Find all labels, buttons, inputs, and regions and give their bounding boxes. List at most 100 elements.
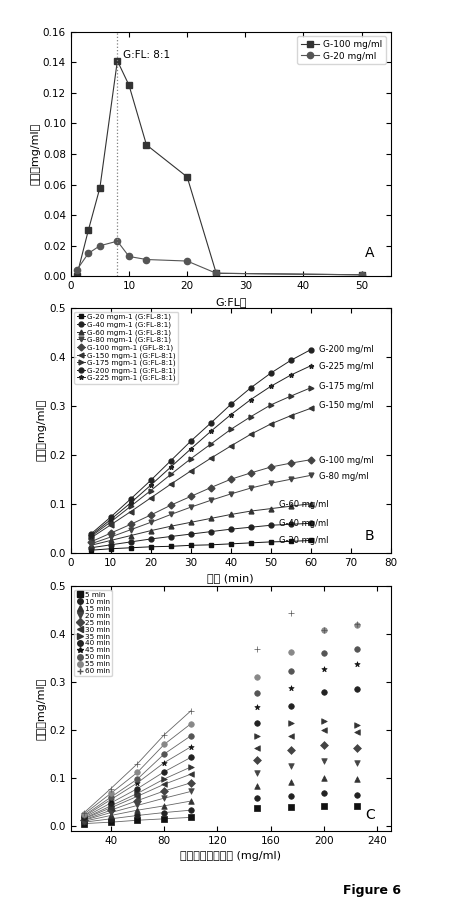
Point — [80, 814, 88, 829]
Point — [320, 623, 328, 638]
G-100 mg/ml — [115, 55, 120, 66]
Text: C: C — [365, 807, 375, 822]
G-150 mgm-1 (G:FL-8:1) — [188, 466, 194, 477]
Point — [254, 779, 261, 794]
Point — [134, 808, 141, 823]
Point — [320, 786, 328, 801]
G-60 mgm-1 (G:FL-8:1) — [168, 521, 174, 532]
Point — [187, 794, 195, 808]
Point — [80, 810, 88, 824]
Point — [160, 728, 168, 742]
Line: G-20 mgm-1 (G:FL-8:1): G-20 mgm-1 (G:FL-8:1) — [88, 538, 313, 553]
Point — [134, 789, 141, 804]
Point — [80, 809, 88, 824]
G-40 mgm-1 (G:FL-8:1) — [168, 531, 174, 542]
Point — [107, 790, 114, 805]
G-150 mgm-1 (G:FL-8:1) — [308, 403, 314, 414]
Point — [354, 641, 361, 656]
Point — [287, 680, 294, 695]
G-100 mg/ml — [126, 80, 132, 91]
G-20 mgm-1 (G:FL-8:1) — [248, 537, 254, 548]
G-225 mgm-1 (G:FL-8:1) — [188, 444, 194, 455]
X-axis label: 時間 (min): 時間 (min) — [207, 573, 254, 583]
Point — [160, 784, 168, 798]
Text: G-60 mg/ml: G-60 mg/ml — [279, 500, 329, 509]
G-100 mg/ml — [74, 271, 80, 282]
Point — [354, 682, 361, 697]
Point — [254, 791, 261, 805]
Point — [254, 753, 261, 767]
Text: G-225 mg/ml: G-225 mg/ml — [319, 362, 373, 371]
Point — [287, 699, 294, 713]
Point — [107, 805, 114, 820]
G-20 mgm-1 (G:FL-8:1) — [128, 543, 133, 554]
G-100 mg/ml — [213, 268, 219, 279]
Point — [80, 811, 88, 825]
G-20 mgm-1 (G:FL-8:1) — [168, 541, 174, 552]
G-100 mgm-1 (GFL-8:1) — [168, 500, 174, 511]
Point — [187, 760, 195, 775]
Legend: G-20 mgm-1 (G:FL-8:1), G-40 mgm-1 (G:FL-8:1), G-60 mgm-1 (G:FL-8:1), G-80 mgm-1 : G-20 mgm-1 (G:FL-8:1), G-40 mgm-1 (G:FL-… — [74, 312, 178, 383]
Point — [107, 814, 114, 829]
Point — [107, 812, 114, 826]
Point — [160, 777, 168, 792]
Point — [320, 684, 328, 699]
G-60 mgm-1 (G:FL-8:1) — [108, 535, 113, 545]
Point — [134, 757, 141, 771]
Line: G-150 mgm-1 (G:FL-8:1): G-150 mgm-1 (G:FL-8:1) — [88, 406, 313, 540]
Text: G-20 mg/ml: G-20 mg/ml — [279, 536, 328, 545]
G-20 mg/ml — [359, 269, 364, 280]
G-40 mgm-1 (G:FL-8:1) — [248, 522, 254, 533]
G-80 mgm-1 (G:FL-8:1) — [268, 477, 273, 488]
G-60 mgm-1 (G:FL-8:1) — [208, 513, 213, 524]
G-175 mgm-1 (G:FL-8:1) — [148, 485, 154, 496]
Point — [80, 816, 88, 831]
Point — [254, 801, 261, 815]
Point — [107, 786, 114, 801]
G-100 mgm-1 (GFL-8:1) — [308, 454, 314, 465]
Point — [187, 803, 195, 817]
Point — [254, 699, 261, 714]
Text: G-200 mg/ml: G-200 mg/ml — [319, 345, 373, 354]
Point — [134, 786, 141, 801]
Text: G-175 mg/ml: G-175 mg/ml — [319, 381, 374, 390]
Point — [160, 791, 168, 805]
G-225 mgm-1 (G:FL-8:1) — [288, 370, 293, 381]
G-20 mg/ml — [115, 236, 120, 246]
Point — [287, 728, 294, 743]
G-80 mgm-1 (G:FL-8:1) — [148, 517, 154, 528]
Point — [134, 765, 141, 779]
Line: G-60 mgm-1 (G:FL-8:1): G-60 mgm-1 (G:FL-8:1) — [88, 501, 313, 548]
Legend: G-100 mg/ml, G-20 mg/ml: G-100 mg/ml, G-20 mg/ml — [297, 36, 386, 64]
Point — [287, 743, 294, 757]
G-225 mgm-1 (G:FL-8:1) — [208, 426, 213, 437]
G-20 mgm-1 (G:FL-8:1) — [288, 536, 293, 547]
G-100 mgm-1 (GFL-8:1) — [208, 482, 213, 493]
Point — [160, 812, 168, 826]
G-40 mgm-1 (G:FL-8:1) — [288, 519, 293, 530]
Line: G-40 mgm-1 (G:FL-8:1): G-40 mgm-1 (G:FL-8:1) — [88, 521, 313, 550]
G-100 mgm-1 (GFL-8:1) — [228, 474, 234, 485]
G-150 mgm-1 (G:FL-8:1) — [208, 453, 213, 464]
G-20 mgm-1 (G:FL-8:1) — [208, 539, 213, 550]
Point — [354, 617, 361, 631]
Text: G-40 mg/ml: G-40 mg/ml — [279, 519, 328, 528]
G-150 mgm-1 (G:FL-8:1) — [168, 478, 174, 489]
G-40 mgm-1 (G:FL-8:1) — [188, 528, 194, 539]
G-60 mgm-1 (G:FL-8:1) — [148, 525, 154, 536]
Point — [254, 740, 261, 755]
G-175 mgm-1 (G:FL-8:1) — [168, 469, 174, 480]
G-225 mgm-1 (G:FL-8:1) — [108, 514, 113, 525]
Point — [134, 813, 141, 827]
G-20 mgm-1 (G:FL-8:1) — [188, 540, 194, 551]
Point — [354, 787, 361, 802]
G-40 mgm-1 (G:FL-8:1) — [88, 543, 94, 554]
Text: G:FL: 8:1: G:FL: 8:1 — [123, 50, 170, 60]
G-100 mg/ml — [185, 171, 190, 182]
G-100 mgm-1 (GFL-8:1) — [188, 491, 194, 502]
G-60 mgm-1 (G:FL-8:1) — [248, 506, 254, 516]
G-200 mgm-1 (G:FL-8:1) — [88, 528, 94, 539]
G-80 mgm-1 (G:FL-8:1) — [88, 538, 94, 549]
G-40 mgm-1 (G:FL-8:1) — [128, 536, 133, 547]
Point — [134, 803, 141, 817]
